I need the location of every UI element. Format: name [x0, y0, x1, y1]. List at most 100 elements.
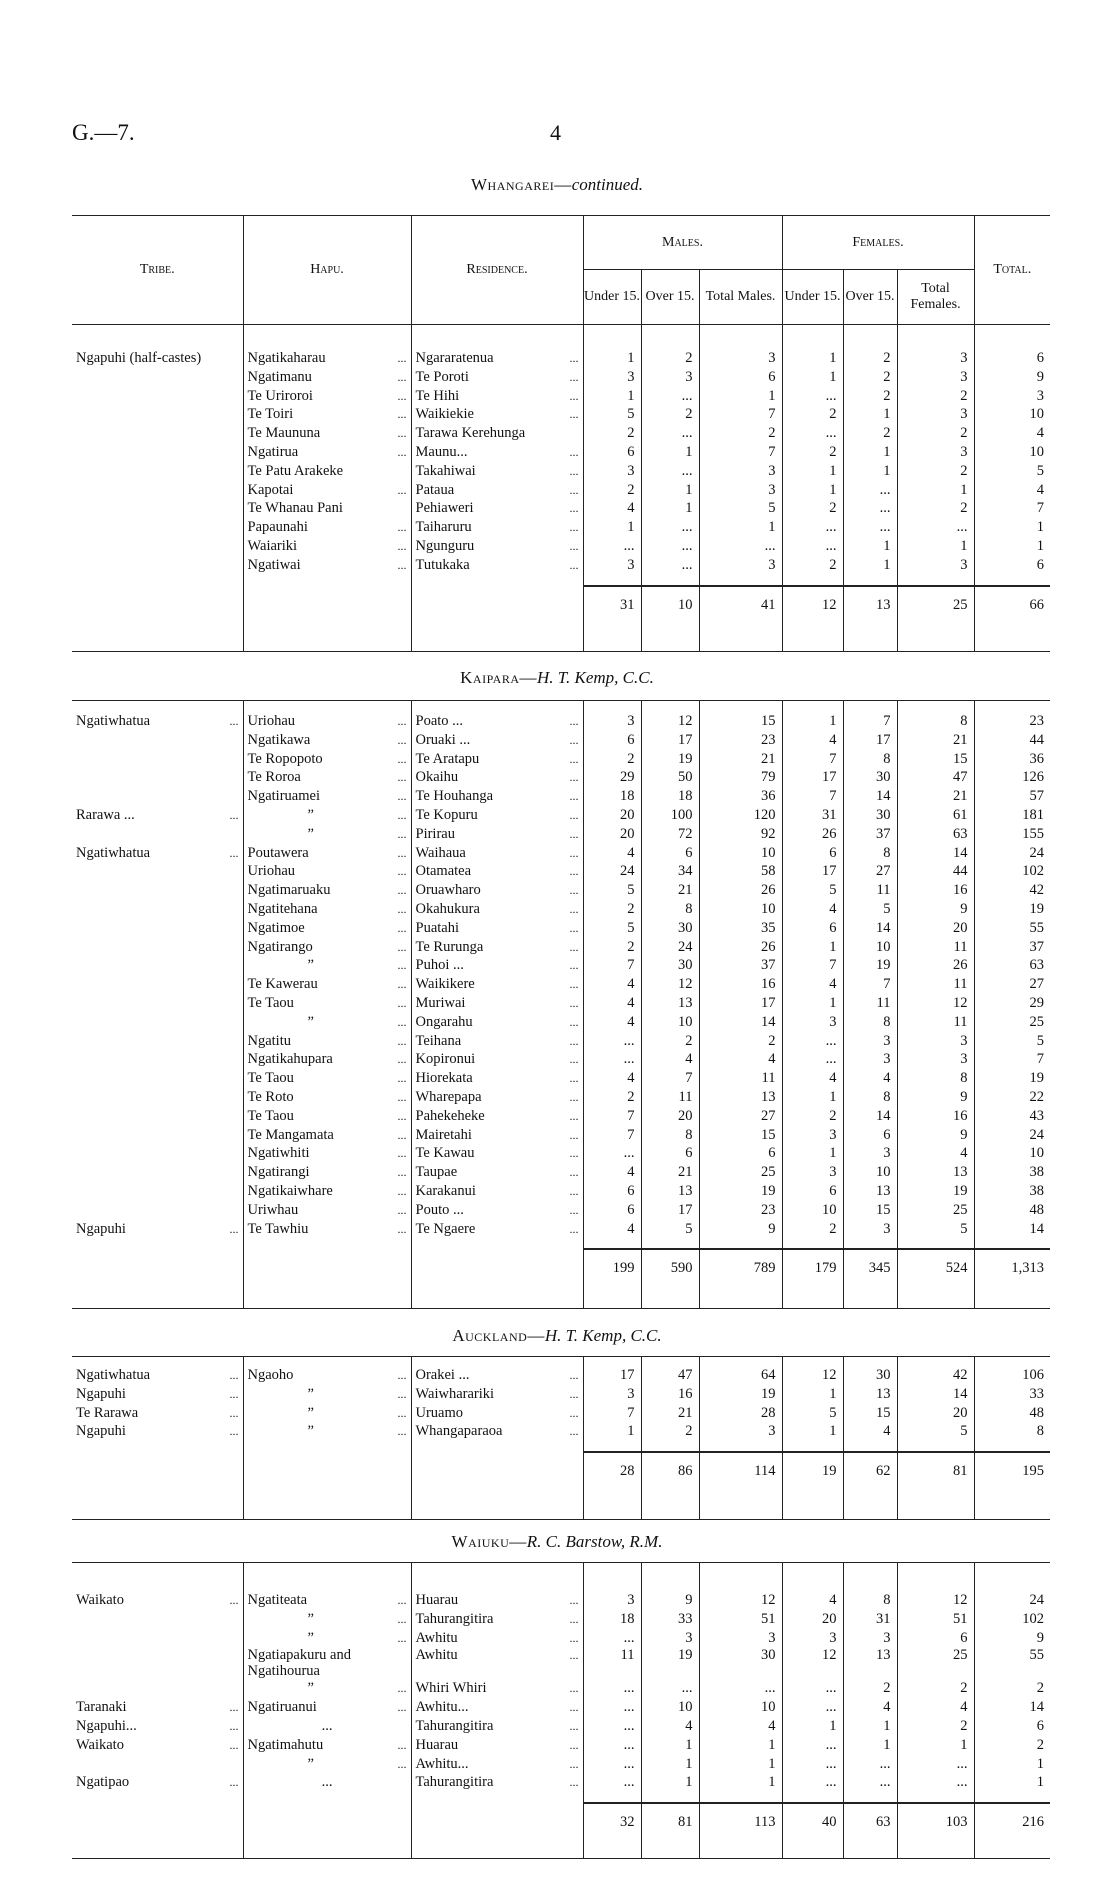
leader-dots: ... [569, 995, 579, 1010]
cell-total-males: 1 [699, 518, 783, 537]
cell-text: Papaunahi [247, 519, 308, 536]
cell-males-under-15: ... [583, 536, 642, 556]
cell-text: Muriwai [415, 994, 466, 1011]
spacer-cell [583, 1238, 642, 1250]
cell-females-over-15: 7 [843, 975, 898, 994]
cell-total-males: 3 [699, 1422, 783, 1442]
cell-text: Otamatea [415, 863, 472, 880]
cell-text: Te Toiri [247, 406, 294, 423]
spacer-cell [411, 1840, 584, 1859]
spacer-cell [583, 1840, 642, 1859]
district-name: Whangarei [470, 175, 555, 194]
cell-males-under-15: 5 [583, 881, 642, 900]
cell-total-females: ... [897, 518, 975, 537]
cell-text: Te Kawau [415, 1145, 475, 1162]
leader-dots: ... [569, 845, 579, 860]
cell-text: Pahekeheke [415, 1107, 485, 1124]
cell-hapu: Ngatiteata... [243, 1591, 412, 1610]
cell-text: Hiorekata [415, 1070, 473, 1087]
cell-total: 42 [1029, 882, 1045, 899]
spacer-cell [411, 1441, 584, 1453]
cell-residence: Huarau... [411, 1591, 584, 1610]
cell-total: 55 [1029, 1647, 1045, 1664]
cell-females-under-15: 1 [782, 349, 844, 368]
cell-residence: Wharepapa... [411, 1087, 584, 1107]
cell-total-males: 3 [699, 1628, 783, 1648]
leader-dots: ... [569, 1718, 579, 1733]
cell-males-under-15: 4 [583, 975, 642, 994]
table-row: Ngapuhi......... Tahurangitira...... 4 4 1 1 2… [72, 1716, 1050, 1736]
cell-total-males: 92 [699, 824, 783, 844]
cell-males-under-15: 1 [583, 1422, 642, 1442]
cell-total: 10 [1029, 443, 1045, 460]
cell-males-over-15: 1 [641, 1754, 700, 1774]
cell-total-females: 20 [897, 1403, 975, 1423]
spacer-cell [782, 574, 844, 586]
leader-dots: ... [569, 1071, 579, 1086]
cell-males-under-15: 7 [583, 1125, 642, 1145]
cell-total-females: 51 [897, 1609, 975, 1629]
cell-total-females: 14 [897, 843, 975, 863]
cell-residence: Te Poroti... [411, 367, 584, 387]
cell-text: ” [307, 1404, 314, 1421]
table-auckland: Ngatiwhatua... Ngaoho... Orakei ...... 17 47… [72, 1356, 1050, 1521]
leader-dots: ... [397, 1071, 407, 1086]
cell-hapu: ”... [243, 805, 412, 825]
table-row: ”... Whiri Whiri............... 2 2 2 [72, 1679, 1050, 1699]
leader-dots: ... [397, 1593, 407, 1607]
cell-residence: Awhitu...... [411, 1698, 584, 1717]
cell-total-females: 44 [897, 862, 975, 882]
cell-females-under-15: 6 [782, 843, 844, 863]
cell-hapu: Ngatiapakuru and Ngatihourua [243, 1647, 412, 1680]
cell-total-females: 4 [897, 1698, 975, 1717]
table-row: Rarawa ......”... Te Kopuru... 20 100 120 31 3… [72, 805, 1050, 825]
cell-total-males: 79 [699, 768, 783, 788]
table-row: Taranaki... Ngatiruanui... Awhitu.........… [72, 1698, 1050, 1717]
leader-dots: ... [569, 1424, 579, 1439]
cell-tribe [72, 1012, 244, 1032]
cell-text: Awhitu... [415, 1699, 469, 1716]
cell-males-under-15: 4 [583, 1069, 642, 1088]
spacer-cell [843, 1441, 898, 1453]
total-females-under-15: 40 [782, 1802, 844, 1841]
cell-males-under-15: 2 [583, 1087, 642, 1107]
leader-dots: ... [397, 826, 407, 841]
cell-text: Uruamo [415, 1404, 464, 1421]
cell-males-over-15: 1 [641, 442, 700, 462]
cell-text: Te Rarawa [76, 1404, 139, 1421]
cell-males-over-15: 4 [641, 1716, 700, 1736]
spacer-cell [897, 1238, 975, 1250]
cell-total-females: 42 [897, 1366, 975, 1385]
cell-total-females: 2 [897, 461, 975, 481]
spacer-cell [699, 1286, 783, 1309]
cell-total-males: 19 [699, 1384, 783, 1404]
cell-males-under-15: 17 [583, 1366, 642, 1385]
cell-text: Te Tawhiu [247, 1220, 309, 1237]
leader-dots: ... [229, 714, 239, 728]
cell-total-females: 15 [897, 749, 975, 769]
leader-dots: ... [229, 1368, 239, 1382]
table-row: Te Whanau Pani Pehiaweri... 4 1 5 2... 2 7 [72, 499, 1050, 519]
cell-females-under-15: ... [782, 1754, 844, 1774]
leader-dots: ... [569, 977, 579, 992]
cell-residence: Oruawharo... [411, 881, 584, 900]
leader-dots: ... [569, 1648, 579, 1663]
leader-dots: ... [569, 1775, 579, 1790]
total-females-under-15: 19 [782, 1451, 844, 1490]
spacer-cell [897, 1489, 975, 1520]
cell-text: Te Poroti [415, 368, 469, 385]
total-total: 66 [974, 584, 1050, 623]
cell-males-under-15: 18 [583, 787, 642, 806]
section-title-whangarei: Whangarei—continued. [0, 175, 1114, 195]
cell-males-under-15: 7 [583, 956, 642, 976]
cell-total-males: 16 [699, 975, 783, 994]
cell-residence: Waiwharariki... [411, 1384, 584, 1404]
section-title-auckland: Auckland—H. T. Kemp, C.C. [0, 1326, 1114, 1346]
cell-hapu: Ngatimahutu... [243, 1735, 412, 1755]
cell-females-under-15: 10 [782, 1200, 844, 1220]
spacer-cell [782, 1792, 844, 1804]
spacer-cell [974, 701, 1050, 713]
leader-dots: ... [229, 1221, 239, 1236]
cell-text: Waiariki [247, 537, 298, 554]
cell-tribe [72, 1679, 244, 1699]
